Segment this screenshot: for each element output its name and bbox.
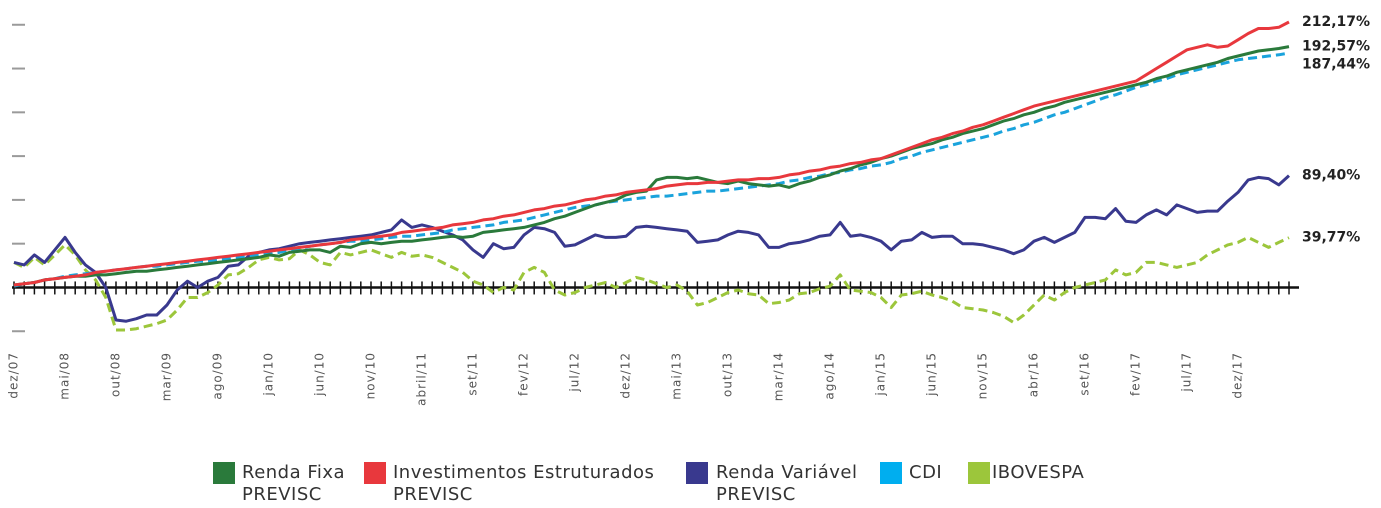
x-tick-label: jun/15 [925,352,939,397]
legend-label: Renda Fixa PREVISC [242,462,346,505]
x-tick-label: mai/13 [670,352,684,400]
end-label: 187,44% [1302,57,1370,73]
x-tick-label: jan/10 [262,352,276,397]
chart: dez/07 mai/08 out/08 mar/09 ago/09 jan/10 jun/… [7,14,1371,406]
legend-label: Investimentos Estruturados PREVISC [393,462,655,505]
legend-swatch [686,462,708,484]
x-tick-label: fev/17 [1129,352,1143,396]
end-label: 39,77% [1302,230,1360,246]
x-tick-label: abr/16 [1027,352,1041,397]
x-tick-label: fev/12 [517,352,531,396]
x-tick-label: jul/12 [568,352,582,393]
series-line [13,235,1290,332]
x-tick-label: mar/14 [772,352,786,401]
x-tick-label: mar/09 [160,352,174,401]
series-line [13,51,1290,288]
end-label: 89,40% [1302,168,1360,184]
x-tick-label: jun/10 [313,352,327,397]
x-tick-label: jul/17 [1180,352,1194,393]
x-tick-label: set/11 [466,352,480,396]
x-tick-label: nov/15 [976,352,990,399]
x-tick-label: ago/14 [823,352,837,400]
legend-swatch [364,462,386,484]
series-line [13,174,1291,323]
x-tick-label: dez/17 [1231,352,1245,399]
x-tick-label: ago/09 [211,352,225,400]
x-tick-label: set/16 [1078,352,1092,396]
end-label: 192,57% [1302,39,1370,55]
x-tick-label: dez/07 [7,352,21,399]
x-tick-label: abril/11 [415,352,429,406]
legend-label: CDI [909,462,943,483]
x-tick-label: mai/08 [58,352,72,400]
legend-swatch [968,462,990,484]
series-line [13,20,1290,287]
end-label: 212,17% [1302,14,1370,30]
x-tick-label: out/08 [109,352,123,397]
x-tick-label: out/13 [721,352,735,397]
series-line [13,45,1290,287]
x-tick-label: dez/12 [619,352,633,399]
legend-swatch [213,462,235,484]
x-tick-label: nov/10 [364,352,378,399]
legend-swatch [880,462,902,484]
legend-label: Renda Variável PREVISC [716,462,858,505]
legend-label: IBOVESPA [992,462,1085,483]
x-tick-label: jan/15 [874,352,888,397]
